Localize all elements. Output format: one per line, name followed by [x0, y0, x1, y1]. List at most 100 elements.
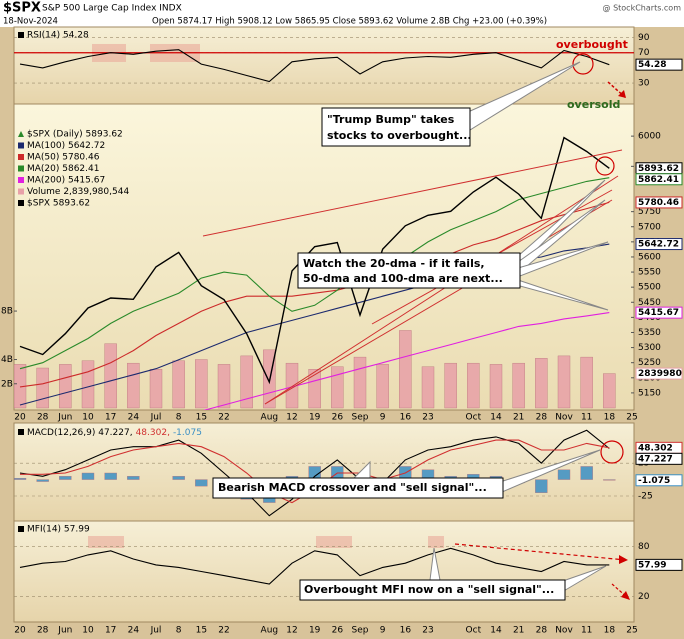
legend-entry: MA(100) 5642.72 — [27, 141, 105, 151]
legend-entry: $SPX 5893.62 — [27, 199, 90, 209]
y-tick-label: 90 — [638, 33, 650, 43]
last-value-label: 48.302 — [638, 443, 673, 453]
plot-area — [14, 136, 616, 410]
x-tick-label: Sep — [352, 626, 369, 636]
last-value-box — [635, 474, 683, 487]
bar — [535, 479, 548, 493]
y-tick-label: 5700 — [638, 222, 661, 232]
x-tick-label: 21 — [513, 626, 524, 636]
x-tick-label: 28 — [536, 413, 548, 423]
bar — [603, 373, 616, 409]
legend-swatch — [18, 142, 24, 149]
x-tick-label: Jun — [57, 413, 72, 423]
series-line — [19, 201, 610, 388]
bar — [353, 356, 367, 409]
trend-line — [264, 175, 619, 405]
x-tick-label: 28 — [37, 626, 49, 636]
legend-entry: MFI(14) 57.99 — [27, 525, 90, 535]
y-tick-label: -25 — [638, 492, 653, 502]
legend-swatch — [18, 32, 24, 38]
header-bg — [0, 0, 684, 27]
highlight — [600, 440, 624, 464]
bar — [36, 479, 49, 482]
bar — [217, 364, 231, 409]
y-tick-label: 5300 — [638, 343, 661, 353]
bar — [557, 355, 571, 409]
x-tick-label: 15 — [196, 626, 207, 636]
bar — [557, 469, 571, 480]
x-tick-label: 11 — [581, 413, 592, 423]
series-line — [19, 547, 610, 585]
quote: Open 5874.17 High 5908.12 Low 5865.95 Cl… — [152, 17, 547, 27]
y-tick-label: 5350 — [638, 328, 661, 338]
series-line — [19, 49, 610, 83]
y2-tick-label: 2B — [1, 379, 13, 389]
bar — [172, 476, 185, 480]
y-tick-label: 70 — [638, 48, 650, 58]
bar — [308, 369, 321, 409]
y2-tick-label: 4B — [1, 355, 13, 365]
x-tick-label: 17 — [105, 413, 116, 423]
bar — [512, 362, 525, 409]
bar — [399, 330, 412, 409]
last-value-box — [635, 558, 683, 571]
x-tick-label: 18 — [604, 413, 616, 423]
plot-area — [14, 37, 634, 84]
x-tick-label: 14 — [490, 413, 502, 423]
highlight — [572, 53, 594, 75]
highlight — [595, 156, 615, 176]
bar — [580, 466, 593, 480]
last-value-label: 5642.72 — [638, 240, 679, 250]
trend-line — [264, 199, 613, 405]
legend-entry: 48.302, — [136, 428, 170, 438]
bar — [14, 478, 27, 480]
legend-swatch — [18, 188, 24, 195]
legend-swatch — [18, 165, 24, 172]
callout-box — [299, 579, 566, 601]
x-tick-label: 16 — [400, 413, 412, 423]
x-tick-label: 25 — [626, 626, 637, 636]
y-tick-label: 5750 — [638, 207, 661, 217]
x-tick-label: 22 — [218, 626, 229, 636]
legend-swatch — [18, 154, 24, 160]
series-line — [19, 177, 610, 370]
annotation: stocks to overbought... — [327, 129, 472, 142]
callout-box — [297, 252, 521, 289]
annotations: overbought oversold "Trump Bump" takes s… — [202, 38, 630, 601]
annotation: Overbought MFI now on a "sell signal"... — [304, 583, 554, 596]
x-tick-label: 26 — [332, 413, 344, 423]
bar — [535, 358, 548, 409]
x-tick-label: 26 — [332, 626, 344, 636]
legend: MACD(12,26,9) 47.227, 48.302, -1.075 — [27, 428, 202, 438]
x-tick-label: 17 — [105, 626, 116, 636]
series-line — [19, 429, 610, 517]
x-tick-label: 12 — [286, 626, 297, 636]
x-tick-label: Sep — [352, 413, 369, 423]
credit: @ StockCharts.com — [603, 4, 682, 13]
last-value-box — [635, 452, 683, 465]
y-tick-label: 80 — [638, 542, 650, 552]
last-value-label: 2839980 — [638, 369, 682, 379]
legend-marker — [18, 131, 24, 137]
x-tick-label: Aug — [261, 413, 279, 423]
x-tick-label: 15 — [196, 413, 207, 423]
bar — [81, 472, 95, 480]
x-tick-label: 8 — [176, 626, 182, 636]
symbol: $SPX — [3, 1, 41, 16]
last-value-label: 5893.62 — [638, 164, 679, 174]
x-tick-label: 9 — [380, 413, 386, 423]
legend-entry: MA(200) 5415.67 — [27, 176, 105, 186]
y-tick-label: 20 — [638, 592, 650, 602]
series-line — [202, 312, 610, 410]
y-tick-label: 5150 — [638, 388, 661, 398]
x-tick-label: 9 — [380, 626, 386, 636]
annotation: oversold — [567, 98, 620, 111]
last-value-box — [635, 238, 683, 251]
annotation: Watch the 20-dma - if it fails, — [303, 257, 485, 270]
x-tick-label: 19 — [309, 413, 321, 423]
last-value-label: 5780.46 — [638, 198, 679, 208]
x-tick-label: 23 — [422, 413, 433, 423]
annotation: Bearish MACD crossover and "sell signal"… — [218, 481, 487, 494]
x-tick-label: Oct — [466, 626, 482, 636]
